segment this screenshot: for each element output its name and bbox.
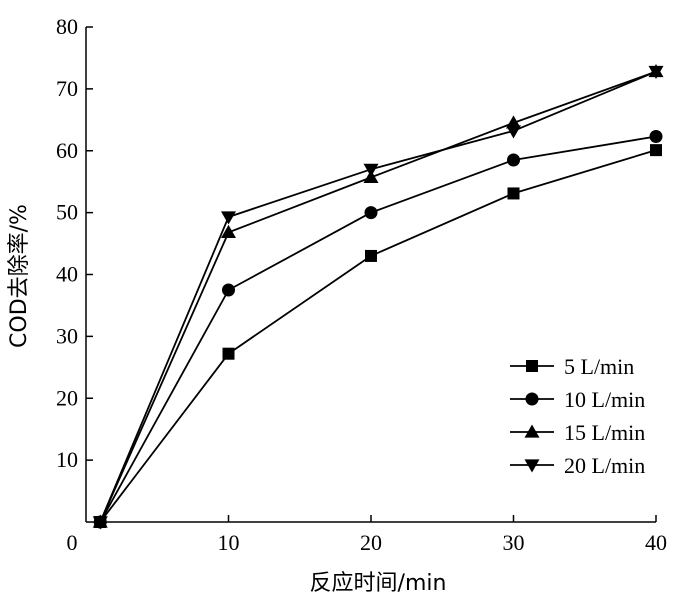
y-tick-label: 30 — [56, 323, 78, 348]
x-tick-label: 10 — [218, 530, 240, 555]
legend-label: 5 L/min — [564, 354, 634, 379]
data-point — [222, 347, 235, 360]
x-axis-title: 反应时间/min — [310, 571, 447, 596]
data-point — [365, 249, 377, 262]
legend-item: 5 L/min — [510, 354, 634, 379]
axes: 10 20 30 40 50 60 70 80 0 10 20 30 40 — [56, 14, 667, 555]
legend-marker — [526, 360, 538, 372]
data-point — [92, 516, 108, 530]
x-tick-label: 30 — [503, 530, 525, 555]
y-tick-label: 60 — [56, 138, 78, 163]
x-tick-label: 20 — [360, 530, 382, 555]
legend: 5 L/min 10 L/min 15 L/min 20 L/min — [510, 354, 645, 478]
legend-label: 15 L/min — [564, 420, 645, 445]
data-point — [507, 187, 520, 200]
data-point — [221, 211, 236, 225]
data-point — [650, 144, 662, 157]
legend-item: 10 L/min — [510, 387, 645, 412]
y-tick-label: 10 — [56, 447, 78, 472]
legend-label: 20 L/min — [564, 453, 645, 478]
legend-item: 15 L/min — [510, 420, 645, 445]
data-point — [506, 125, 521, 139]
data-point — [222, 283, 235, 297]
data-point — [364, 206, 378, 220]
y-tick-label: 50 — [56, 200, 78, 225]
y-tick-label: 70 — [56, 76, 78, 101]
legend-marker — [524, 459, 540, 473]
x-tick-label: 0 — [67, 530, 78, 555]
data-point — [648, 65, 664, 80]
data-point — [649, 130, 663, 144]
y-axis-title: COD去除率/% — [7, 204, 32, 348]
series-layer — [92, 64, 664, 530]
x-tick-label: 40 — [645, 530, 667, 555]
series-4 — [92, 65, 664, 530]
y-tick-label: 80 — [56, 14, 78, 39]
data-point — [506, 115, 521, 129]
data-point — [507, 153, 520, 167]
y-tick-label: 20 — [56, 385, 78, 410]
y-tick-label: 40 — [56, 262, 78, 287]
legend-marker — [524, 424, 540, 438]
legend-item: 20 L/min — [510, 453, 645, 478]
data-point — [221, 224, 236, 239]
data-point — [363, 163, 379, 177]
legend-marker — [525, 392, 539, 406]
legend-label: 10 L/min — [564, 387, 645, 412]
